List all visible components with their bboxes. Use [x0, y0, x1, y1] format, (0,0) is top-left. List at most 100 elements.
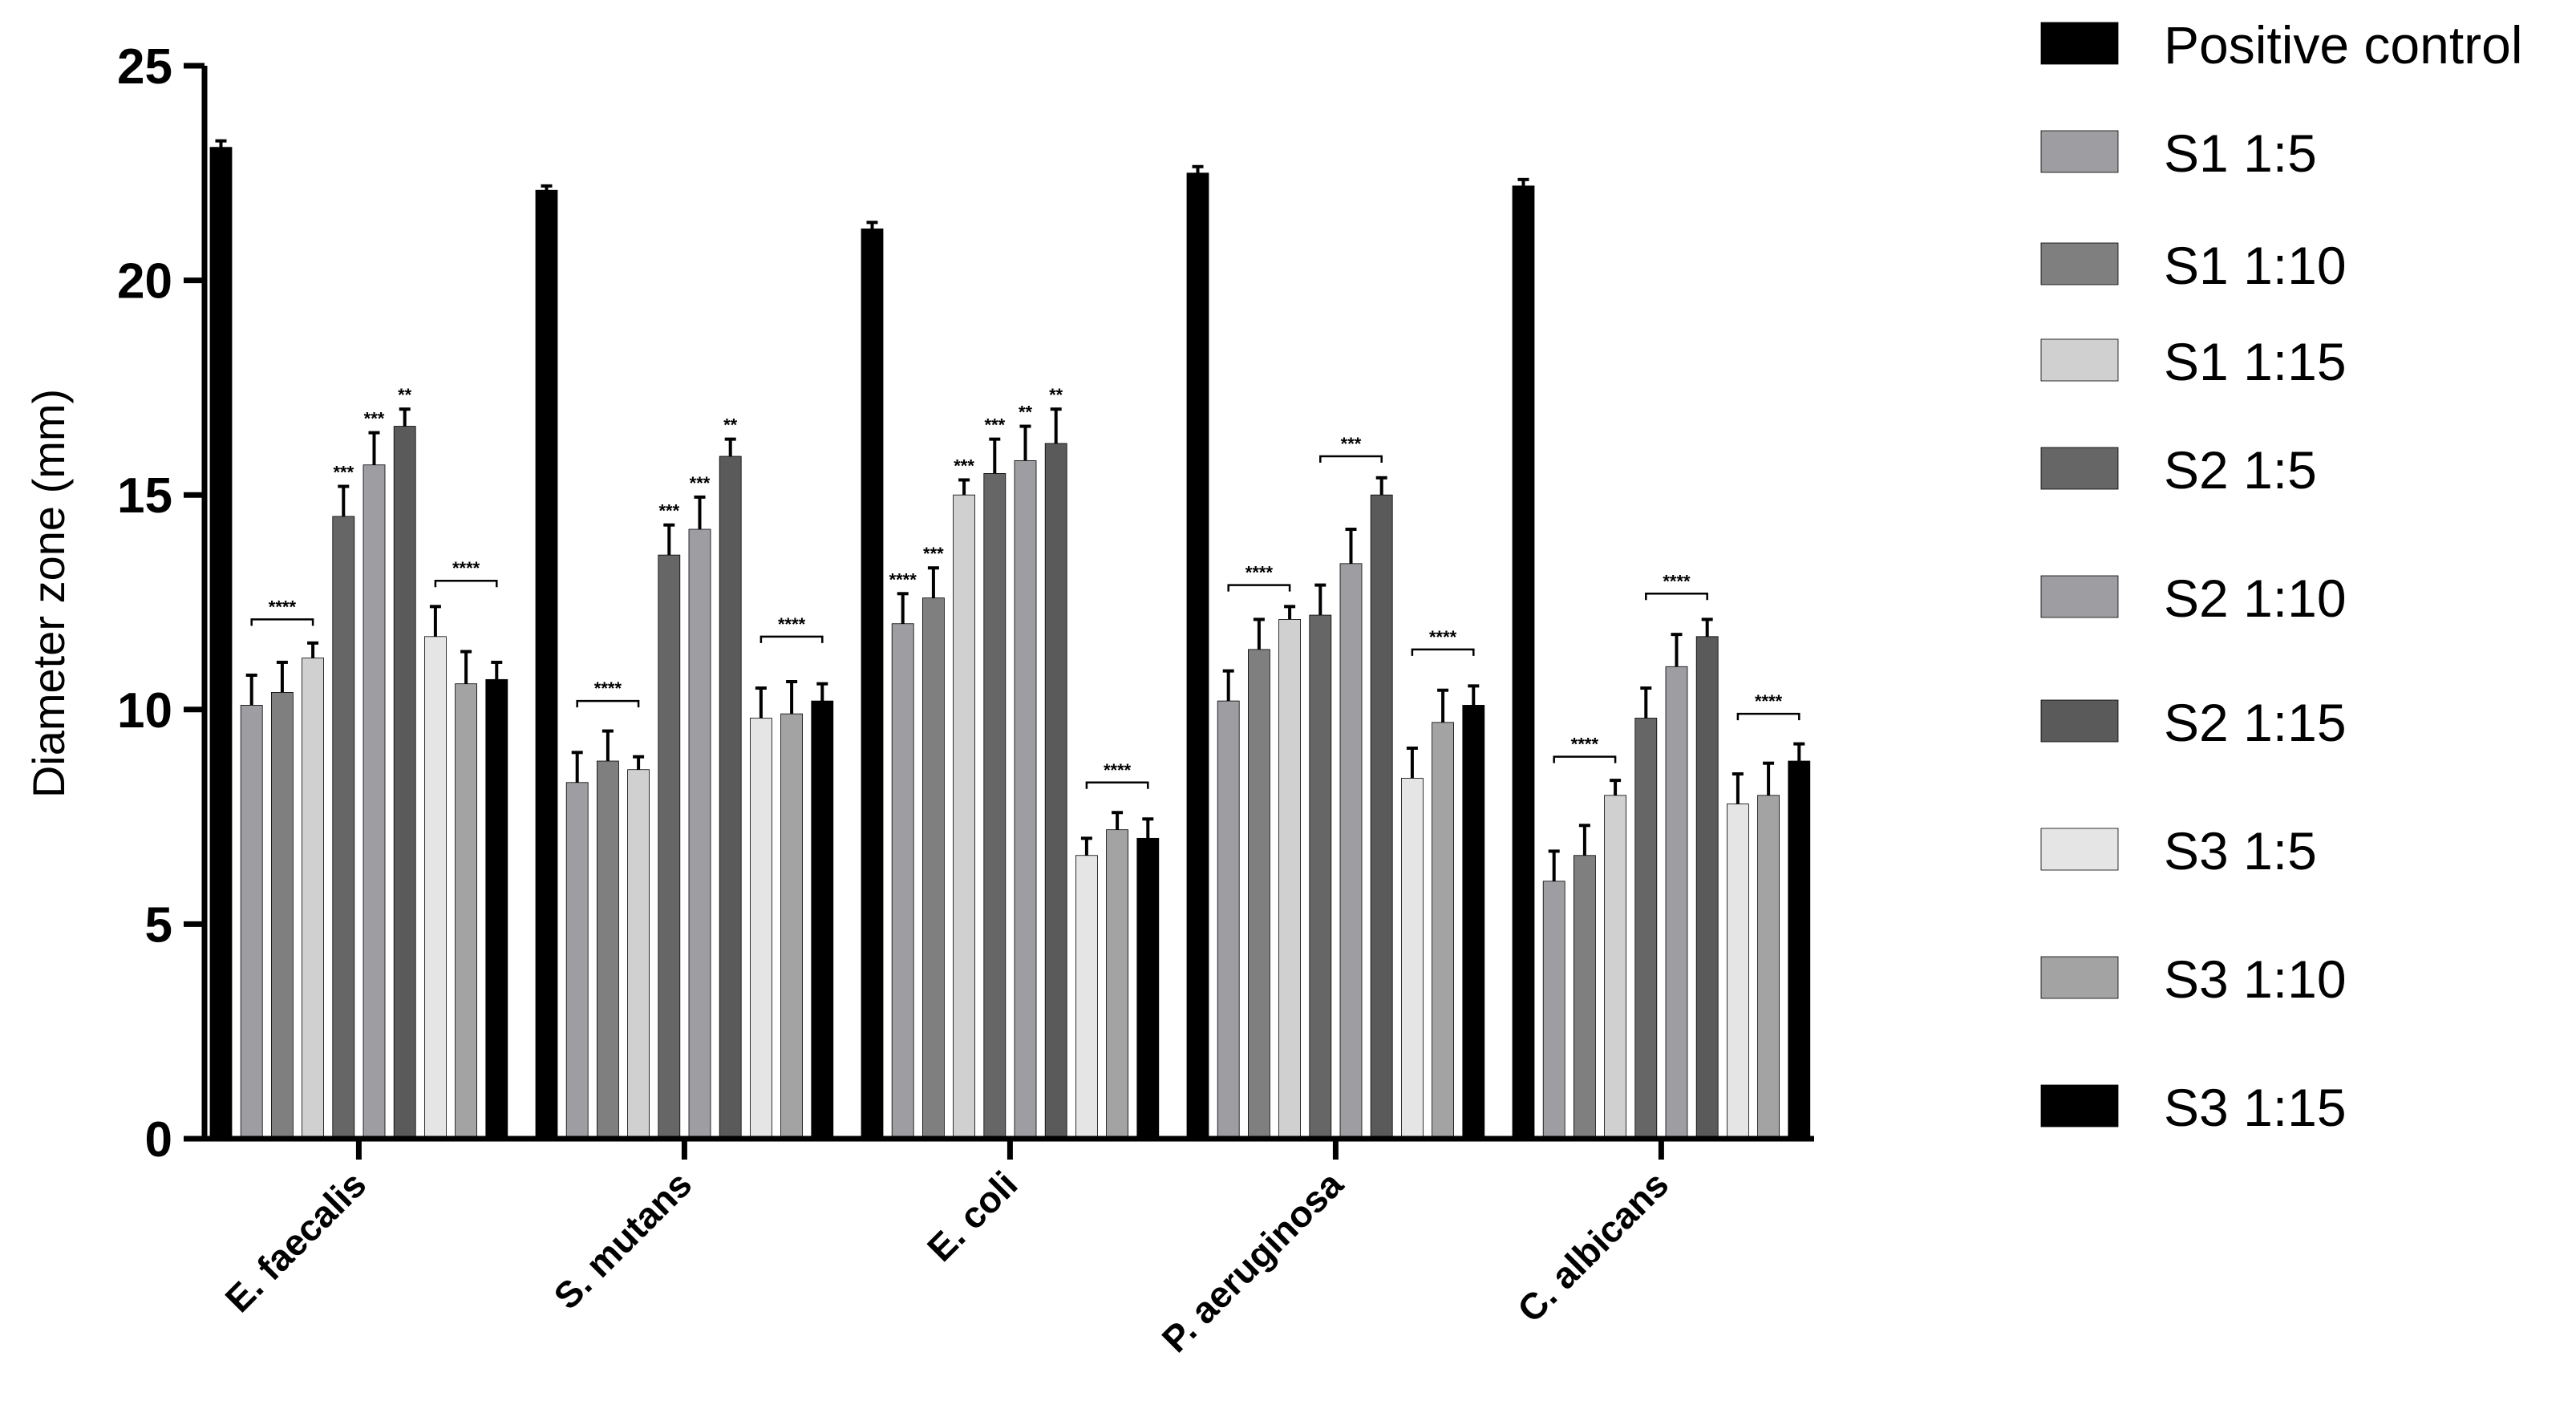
bar: [1248, 649, 1270, 1140]
legend-label: S1 1:15: [2164, 332, 2347, 391]
x-tick-label: P. aeruginosa: [1154, 1163, 1351, 1360]
bar: [597, 760, 619, 1140]
bar: [485, 678, 508, 1140]
significance-bracket: [1645, 593, 1708, 601]
legend-item: Positive control: [2040, 15, 2523, 75]
significance-label: **: [1019, 403, 1033, 423]
significance-label: ****: [889, 569, 917, 589]
significance-label: ***: [1341, 434, 1362, 454]
bar: [1432, 722, 1454, 1140]
x-tick-label: S. mutans: [545, 1163, 699, 1317]
significance-label: ***: [984, 415, 1005, 435]
bar: [1788, 760, 1811, 1140]
bar: [983, 473, 1007, 1140]
bar: [1462, 705, 1485, 1140]
bar: [1757, 795, 1780, 1140]
legend-swatch: [2040, 1084, 2119, 1127]
legend-swatch: [2040, 130, 2119, 173]
legend-item: S2 1:10: [2040, 569, 2347, 628]
legend-label: S2 1:5: [2164, 440, 2317, 500]
significance-label: ****: [269, 597, 297, 617]
bar: [1044, 443, 1067, 1140]
bar: [811, 700, 834, 1140]
x-tick-label: C. albicans: [1509, 1163, 1677, 1330]
bar: [1604, 795, 1626, 1140]
bar: [658, 554, 681, 1140]
legend-swatch: [2040, 242, 2119, 285]
bar: [688, 528, 711, 1140]
y-tick-label: 0: [145, 1112, 172, 1168]
bar: [1075, 855, 1098, 1140]
bar: [1542, 881, 1565, 1140]
bar: [953, 494, 975, 1140]
legend-label: S3 1:10: [2164, 949, 2347, 1009]
significance-label: ****: [1104, 760, 1132, 780]
bar: [209, 147, 233, 1140]
bar: [1370, 494, 1393, 1140]
significance-bracket: [576, 699, 640, 708]
significance-bracket: [1553, 755, 1617, 763]
bar: [393, 426, 416, 1140]
bar: [1186, 172, 1209, 1140]
bar: [363, 464, 386, 1140]
x-axis: E. faecalis S. mutans E. coli P. aeruginosa…: [202, 1136, 1814, 1360]
y-tick-label: 15: [117, 468, 172, 524]
bar: [424, 636, 447, 1140]
bar: [1278, 619, 1301, 1140]
legend-item: S3 1:5: [2040, 821, 2317, 881]
bar: [1695, 636, 1719, 1140]
bar: [332, 516, 355, 1140]
legend-swatch: [2040, 447, 2119, 490]
bar: [1574, 855, 1596, 1140]
legend-swatch: [2040, 338, 2119, 382]
significance-bracket: [1319, 455, 1383, 464]
significance-label: ****: [452, 558, 480, 578]
bar: [1634, 718, 1658, 1140]
bar: [565, 782, 589, 1140]
legend-item: S1 1:10: [2040, 236, 2347, 295]
significance-label: ****: [1571, 735, 1599, 755]
significance-bracket: [1411, 648, 1475, 656]
legend-label: S2 1:15: [2164, 693, 2347, 752]
bar: [240, 705, 263, 1140]
bar: [750, 718, 772, 1140]
legend-item: S1 1:15: [2040, 332, 2347, 391]
bar: [1665, 666, 1688, 1140]
bar: [1309, 614, 1332, 1140]
legend-label: S3 1:5: [2164, 821, 2317, 881]
x-tick-label: E. faecalis: [217, 1163, 375, 1320]
bar: [1217, 700, 1240, 1140]
bar: [270, 691, 294, 1140]
y-tick-label: 20: [117, 254, 172, 310]
legend-item: S3 1:15: [2040, 1078, 2347, 1137]
legend-item: S1 1:5: [2040, 123, 2317, 183]
legend-swatch: [2040, 828, 2119, 871]
bar: [1136, 837, 1160, 1140]
bar: [1339, 563, 1363, 1140]
bar: [891, 623, 914, 1140]
significance-label: ****: [1429, 627, 1457, 647]
significance-label: **: [398, 385, 412, 405]
legend-swatch: [2040, 956, 2119, 999]
bar: [302, 658, 325, 1140]
significance-label: ****: [594, 678, 622, 698]
significance-label: **: [1049, 385, 1063, 405]
y-tick-label: 5: [145, 897, 172, 953]
x-tick-label: E. coli: [919, 1163, 1026, 1269]
legend: Positive control S1 1:5 S1 1:10 S1 1:15 S2 1…: [2040, 15, 2523, 1137]
y-tick-label: 10: [117, 683, 172, 739]
bar: [535, 189, 558, 1140]
bar: [627, 769, 650, 1140]
significance-label: ***: [364, 409, 385, 429]
significance-label: ****: [778, 614, 806, 634]
significance-bracket: [1085, 781, 1149, 789]
significance-bracket: [1736, 712, 1800, 721]
significance-label: ***: [690, 473, 711, 493]
legend-swatch: [2040, 575, 2119, 618]
bar: [1014, 459, 1037, 1140]
significance-label: ****: [1663, 571, 1691, 591]
bar: [455, 683, 477, 1140]
significance-bracket: [434, 579, 498, 588]
significance-label: ***: [923, 544, 944, 564]
legend-swatch: [2040, 22, 2119, 65]
